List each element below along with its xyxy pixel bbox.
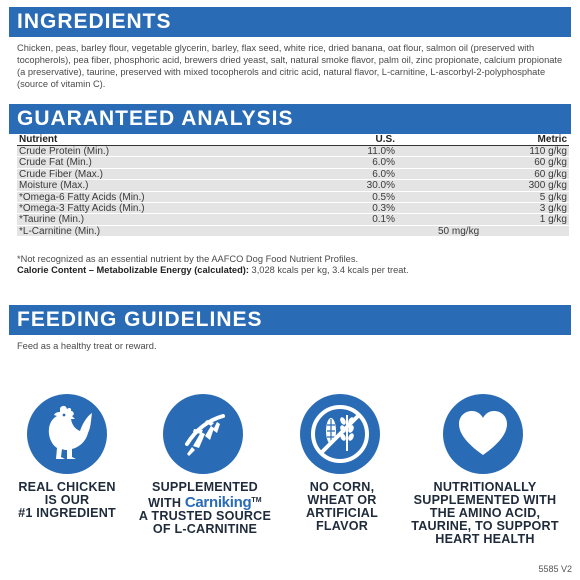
row-nutrient: Crude Fat (Min.) bbox=[19, 157, 92, 169]
row-metric: 50 mg/kg bbox=[438, 225, 480, 237]
row-us: 11.0% bbox=[367, 146, 395, 157]
row-metric: 60 g/kg bbox=[534, 157, 567, 169]
caption-carniking: SUPPLEMENTED WITH CarnikingTM A TRUSTED … bbox=[135, 481, 275, 536]
caption-line: WHEAT OR bbox=[307, 493, 377, 507]
row-nutrient: Crude Protein (Min.) bbox=[19, 146, 110, 157]
caption-line: IS OUR bbox=[44, 493, 90, 507]
table-row: *L-Carnitine (Min.) 50 mg/kg bbox=[17, 225, 569, 238]
calorie-value: 3,028 kcals per kg, 3.4 kcals per treat. bbox=[248, 265, 409, 275]
calorie-content: Calorie Content – Metabolizable Energy (… bbox=[17, 265, 569, 275]
table-row: *Taurine (Min.) 0.1% 1 g/kg bbox=[17, 214, 569, 226]
table-row: Crude Fiber (Max.) 6.0% 60 g/kg bbox=[17, 168, 569, 181]
heart-badge bbox=[443, 394, 523, 474]
chicken-badge bbox=[27, 394, 107, 474]
calorie-label: Calorie Content – Metabolizable Energy (… bbox=[17, 265, 249, 275]
row-us bbox=[307, 226, 395, 236]
caption-line: SUPPLEMENTED WITH bbox=[413, 493, 557, 507]
row-metric: 110 g/kg bbox=[529, 146, 567, 157]
ingredients-text: Chicken, peas, barley flour, vegetable g… bbox=[17, 43, 563, 89]
caption-line: #1 INGREDIENT bbox=[18, 506, 116, 520]
caption-line: WITH CarnikingTM bbox=[135, 494, 275, 510]
row-metric: 1 g/kg bbox=[539, 214, 567, 226]
table-row: *Omega-6 Fatty Acids (Min.) 0.5% 5 g/kg bbox=[17, 191, 569, 203]
heart-icon bbox=[459, 411, 507, 455]
caption-real-chicken: REAL CHICKEN IS OUR #1 INGREDIENT bbox=[0, 481, 134, 520]
caption-line: REAL CHICKEN bbox=[18, 480, 116, 494]
caption-with: WITH bbox=[148, 496, 185, 511]
table-row: Crude Protein (Min.) 11.0% 110 g/kg bbox=[17, 146, 569, 158]
chicken-icon bbox=[48, 405, 92, 459]
row-nutrient: *Taurine (Min.) bbox=[19, 214, 85, 226]
runner-icon bbox=[185, 414, 225, 456]
caption-line: OF L-CARNITINE bbox=[152, 522, 258, 537]
trademark: TM bbox=[251, 497, 262, 504]
caption-taurine: NUTRITIONALLY SUPPLEMENTED WITH THE AMIN… bbox=[405, 481, 565, 546]
row-nutrient: *Omega-6 Fatty Acids (Min.) bbox=[19, 191, 145, 203]
caption-line: NO CORN, bbox=[309, 480, 375, 494]
header-us: U.S. bbox=[375, 134, 395, 145]
no-grain-icon bbox=[311, 405, 369, 463]
caption-line: HEART HEALTH bbox=[435, 532, 535, 546]
row-nutrient: *L-Carnitine (Min.) bbox=[19, 225, 101, 237]
caption-line: ARTIFICIAL bbox=[306, 506, 378, 520]
carniking-logo: Carniking bbox=[184, 494, 252, 512]
table-row: Moisture (Max.) 30.0% 300 g/kg bbox=[17, 180, 569, 192]
row-us: 30.0% bbox=[366, 180, 395, 192]
row-nutrient: Moisture (Max.) bbox=[19, 180, 89, 192]
feeding-text: Feed as a healthy treat or reward. bbox=[17, 341, 157, 351]
caption-line: SUPPLEMENTED bbox=[152, 480, 258, 494]
row-us: 6.0% bbox=[372, 168, 395, 180]
row-us: 0.1% bbox=[372, 214, 395, 226]
header-metric: Metric bbox=[537, 134, 567, 145]
row-metric: 3 g/kg bbox=[539, 202, 567, 214]
row-nutrient: Crude Fiber (Max.) bbox=[19, 168, 103, 180]
row-metric: 300 g/kg bbox=[528, 180, 567, 192]
caption-line: FLAVOR bbox=[315, 519, 369, 533]
row-metric: 5 g/kg bbox=[539, 191, 567, 203]
table-row: *Omega-3 Fatty Acids (Min.) 0.3% 3 g/kg bbox=[17, 202, 569, 215]
table-header-row: Nutrient U.S. Metric bbox=[17, 134, 569, 146]
caption-line: A TRUSTED SOURCE bbox=[138, 509, 272, 524]
aafco-footnote: *Not recognized as an essential nutrient… bbox=[17, 254, 359, 264]
row-metric: 60 g/kg bbox=[534, 168, 567, 180]
version-code: 5585 V2 bbox=[538, 564, 572, 574]
row-nutrient: *Omega-3 Fatty Acids (Min.) bbox=[19, 202, 145, 214]
row-us: 0.3% bbox=[372, 202, 395, 214]
analysis-header: GUARANTEED ANALYSIS bbox=[9, 104, 571, 134]
carnitine-badge bbox=[163, 394, 243, 474]
caption-line: TAURINE, TO SUPPORT bbox=[411, 519, 559, 533]
row-us: 6.0% bbox=[372, 157, 395, 169]
analysis-table: Nutrient U.S. Metric Crude Protein (Min.… bbox=[17, 134, 569, 238]
caption-no-corn: NO CORN, WHEAT OR ARTIFICIAL FLAVOR bbox=[290, 481, 394, 533]
caption-line: THE AMINO ACID, bbox=[429, 506, 541, 520]
analysis-title: GUARANTEED ANALYSIS bbox=[17, 107, 294, 130]
feeding-title: FEEDING GUIDELINES bbox=[17, 308, 263, 331]
table-row: Crude Fat (Min.) 6.0% 60 g/kg bbox=[17, 157, 569, 169]
header-nutrient: Nutrient bbox=[19, 134, 58, 145]
no-grain-badge bbox=[300, 394, 380, 474]
ingredients-header: INGREDIENTS bbox=[9, 7, 571, 37]
row-us: 0.5% bbox=[372, 191, 395, 203]
ingredients-title: INGREDIENTS bbox=[17, 10, 172, 33]
caption-line: NUTRITIONALLY bbox=[433, 480, 537, 494]
feeding-header: FEEDING GUIDELINES bbox=[9, 305, 571, 335]
